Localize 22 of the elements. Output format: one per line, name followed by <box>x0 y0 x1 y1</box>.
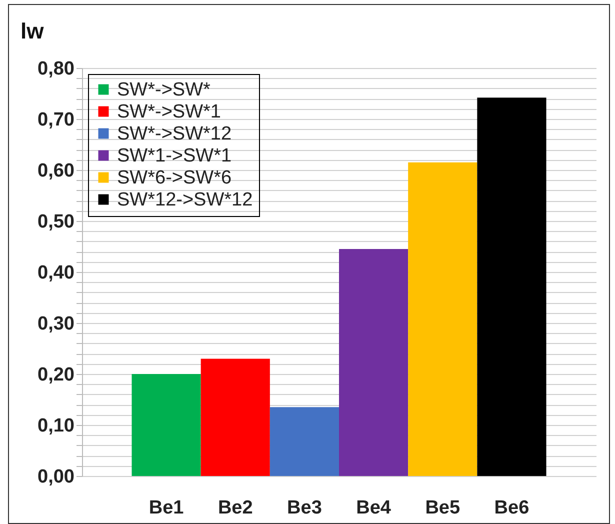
x-tick-label: Be5 <box>425 498 460 518</box>
legend-label: SW*1->SW*1 <box>117 146 232 166</box>
x-tick-label: Be3 <box>287 498 322 518</box>
legend-label: SW*->SW*12 <box>117 124 232 144</box>
x-tick-label: Be6 <box>494 498 530 518</box>
y-axis-title: lw <box>20 18 45 44</box>
legend-label: SW*6->SW*6 <box>117 168 232 188</box>
y-tick-label: 0,30 <box>38 314 74 334</box>
x-tick-label: Be1 <box>148 498 184 518</box>
y-tick-label: 0,10 <box>38 416 74 436</box>
x-tick-label: Be2 <box>218 498 253 518</box>
legend-label: SW*->SW* <box>117 80 212 100</box>
y-tick-label: 0,00 <box>38 466 74 488</box>
y-tick-label: 0,60 <box>38 160 74 182</box>
legend-label: SW*->SW*1 <box>117 102 221 122</box>
y-tick-label: 0,80 <box>38 58 74 80</box>
legend-label: SW*12->SW*12 <box>117 190 253 210</box>
y-tick-label: 0,40 <box>38 262 74 284</box>
y-tick-label: 0,50 <box>38 212 74 232</box>
y-tick-label: 0,70 <box>38 110 74 130</box>
x-tick-label: Be4 <box>356 498 392 518</box>
y-tick-label: 0,20 <box>38 364 74 386</box>
